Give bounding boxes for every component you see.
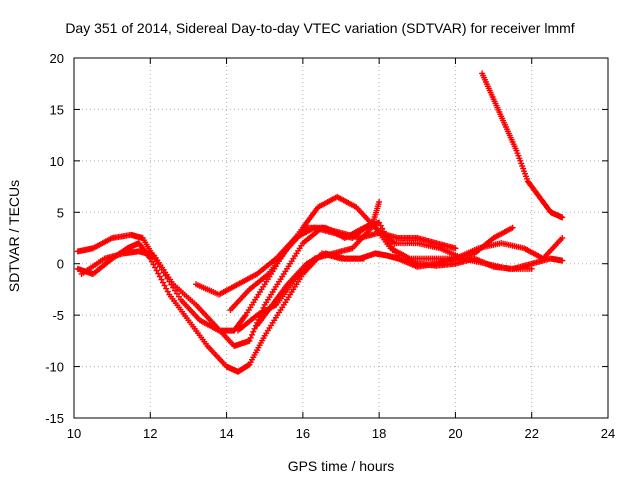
data-point bbox=[160, 279, 166, 286]
chart-title: Day 351 of 2014, Sidereal Day-to-day VTE… bbox=[65, 20, 575, 36]
data-point bbox=[385, 237, 392, 244]
data-point bbox=[153, 267, 160, 274]
data-point bbox=[384, 234, 391, 241]
data-point bbox=[379, 225, 386, 232]
data-point bbox=[155, 270, 162, 277]
series-arc-1 bbox=[74, 240, 566, 375]
plot-frame bbox=[73, 57, 609, 419]
data-point bbox=[392, 249, 399, 256]
data-point bbox=[377, 222, 384, 229]
data-point bbox=[161, 282, 168, 289]
data-point bbox=[246, 337, 253, 344]
data-point bbox=[559, 257, 566, 264]
data-point bbox=[528, 265, 535, 272]
data-point bbox=[387, 240, 394, 247]
y-axis-label: SDTVAR / TECUs bbox=[6, 179, 22, 293]
y-tick-label: 10 bbox=[50, 154, 64, 169]
x-tick-label: 22 bbox=[524, 426, 538, 441]
x-tick-label: 20 bbox=[448, 426, 462, 441]
data-point bbox=[452, 245, 459, 252]
data-point bbox=[156, 273, 163, 280]
data-point bbox=[173, 290, 180, 297]
data-point bbox=[250, 328, 257, 335]
data-point bbox=[390, 246, 397, 253]
grid-lines bbox=[74, 58, 608, 418]
x-axis-label: GPS time / hours bbox=[287, 458, 395, 474]
data-point bbox=[559, 235, 566, 241]
data-point bbox=[376, 219, 383, 226]
axis-ticks: 10 12 14 16 18 20 22 24 -15 -10 -5 0 5 10 15 20 bbox=[45, 51, 615, 441]
data-point bbox=[164, 288, 171, 295]
series-arc-8 bbox=[479, 70, 566, 221]
data-point bbox=[376, 199, 383, 205]
y-tick-label: 20 bbox=[50, 51, 64, 66]
x-tick-label: 12 bbox=[143, 426, 157, 441]
data-point bbox=[388, 243, 395, 250]
y-tick-label: -15 bbox=[45, 411, 64, 426]
data-point bbox=[360, 255, 367, 262]
data-point bbox=[150, 261, 157, 268]
y-tick-label: 0 bbox=[57, 257, 64, 272]
x-tick-label: 14 bbox=[219, 426, 233, 441]
data-point bbox=[559, 214, 566, 221]
y-tick-label: 5 bbox=[57, 205, 64, 220]
data-point bbox=[163, 285, 170, 292]
data-series bbox=[74, 70, 566, 375]
data-point bbox=[247, 334, 254, 341]
y-tick-label: 15 bbox=[50, 102, 64, 117]
series-arc-5 bbox=[227, 219, 516, 313]
y-tick-label: -5 bbox=[52, 308, 64, 323]
x-tick-label: 16 bbox=[296, 426, 310, 441]
data-point bbox=[251, 325, 258, 332]
data-point bbox=[175, 293, 182, 300]
x-tick-label: 10 bbox=[67, 426, 81, 441]
data-point bbox=[382, 231, 389, 238]
x-tick-label: 18 bbox=[372, 426, 386, 441]
data-point bbox=[380, 228, 387, 235]
data-point bbox=[249, 331, 255, 338]
series-arc-7 bbox=[254, 250, 367, 329]
x-tick-label: 24 bbox=[601, 426, 615, 441]
data-point bbox=[241, 313, 248, 320]
data-point bbox=[158, 276, 165, 283]
series-arc-3 bbox=[78, 224, 459, 349]
data-point bbox=[152, 264, 159, 271]
data-point bbox=[509, 224, 516, 231]
y-tick-label: -10 bbox=[45, 360, 64, 375]
data-point bbox=[393, 252, 400, 259]
